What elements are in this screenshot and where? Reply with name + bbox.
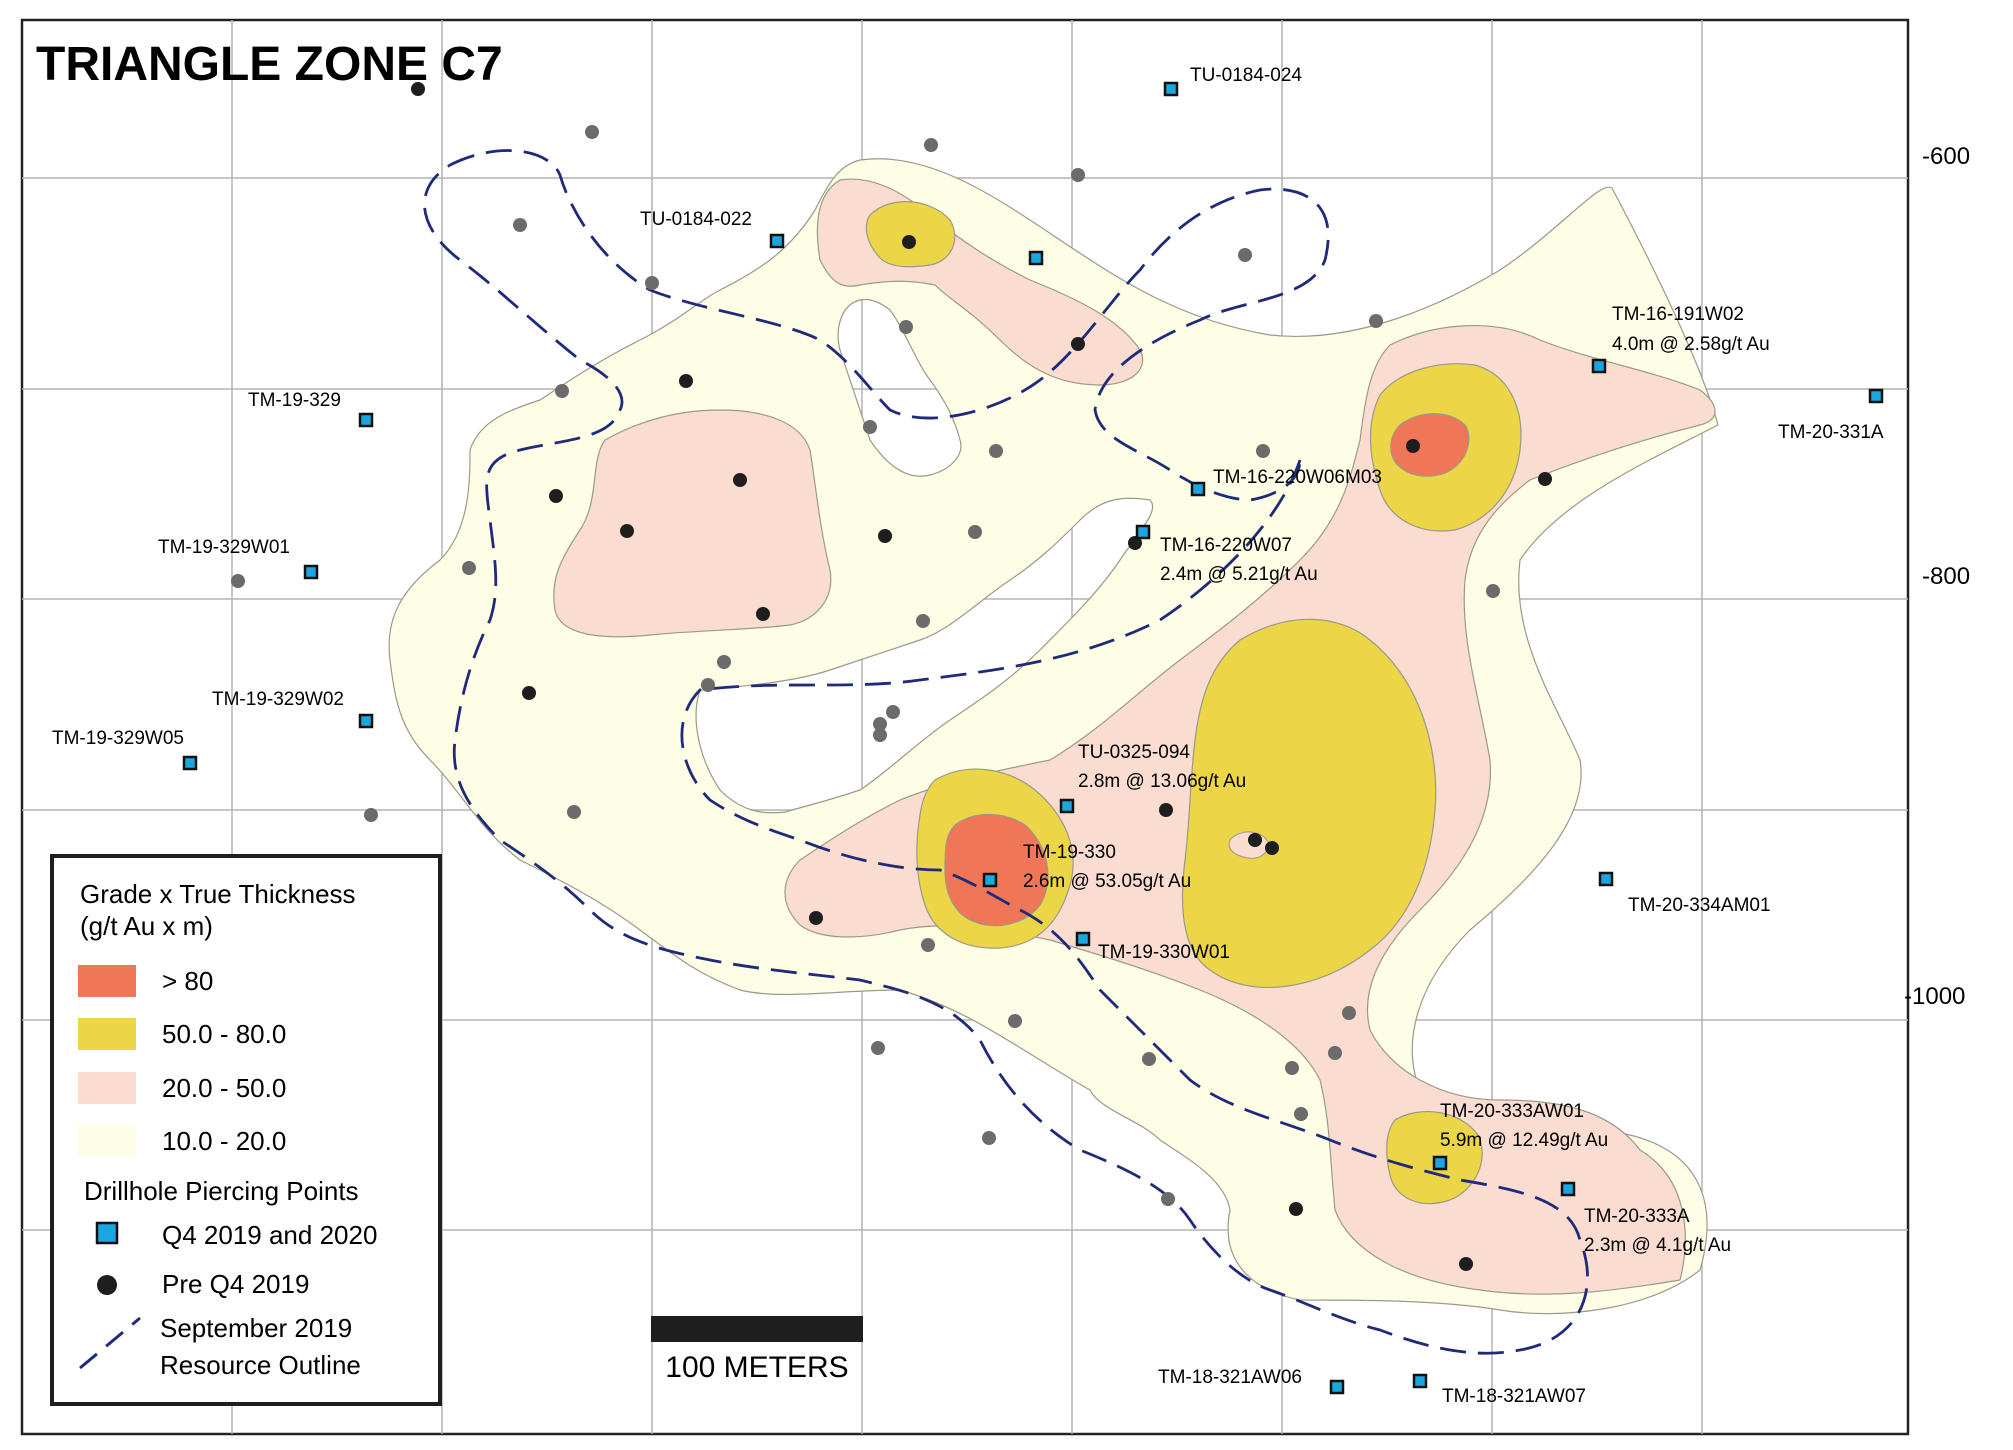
legend-label-10-20: 10.0 - 20.0 bbox=[162, 1126, 286, 1156]
result-tm-19-330: 2.6m @ 53.05g/t Au bbox=[1023, 871, 1191, 892]
label-tm-19-329w05: TM-19-329W05 bbox=[52, 728, 184, 749]
result-tm-16-220w07: 2.4m @ 5.21g/t Au bbox=[1160, 564, 1318, 585]
label-tm-16-220w06m03: TM-16-220W06M03 bbox=[1213, 467, 1382, 488]
label-tm-16-191w02: TM-16-191W02 bbox=[1612, 304, 1744, 325]
map-title: TRIANGLE ZONE C7 bbox=[36, 38, 503, 91]
resource-outline bbox=[423, 149, 1589, 1355]
label-tm-19-329w02: TM-19-329W02 bbox=[212, 689, 344, 710]
legend-title-1: Grade x True Thickness bbox=[80, 879, 356, 909]
label-tm-18-321aw06: TM-18-321AW06 bbox=[1158, 1367, 1302, 1388]
legend-q4-label: Q4 2019 and 2020 bbox=[162, 1220, 377, 1250]
elevation-600: -600 bbox=[1922, 143, 1970, 170]
pre-q4-drillholes bbox=[411, 82, 1552, 1271]
label-tm-18-321aw07: TM-18-321AW07 bbox=[1442, 1386, 1586, 1407]
scale-bar: 100 METERS bbox=[651, 1316, 863, 1384]
result-tm-16-191w02: 4.0m @ 2.58g/t Au bbox=[1612, 334, 1770, 355]
label-tu-0184-024: TU-0184-024 bbox=[1190, 65, 1302, 86]
legend-outline-label-2: Resource Outline bbox=[160, 1350, 361, 1380]
label-tm-20-333aw01: TM-20-333AW01 bbox=[1440, 1101, 1584, 1122]
contour-gt-80 bbox=[944, 413, 1470, 927]
label-tm-19-329w01: TM-19-329W01 bbox=[158, 537, 290, 558]
legend-points-title: Drillhole Piercing Points bbox=[84, 1176, 359, 1206]
legend-outline-marker bbox=[79, 1316, 141, 1370]
legend-label-gt-80: > 80 bbox=[162, 966, 213, 996]
legend-title-2: (g/t Au x m) bbox=[80, 911, 213, 941]
label-tm-20-333a: TM-20-333A bbox=[1584, 1206, 1690, 1227]
label-tm-20-331a: TM-20-331A bbox=[1778, 422, 1884, 443]
legend-swatch-10-20 bbox=[78, 1125, 136, 1157]
q4-drillholes bbox=[182, 81, 1884, 1395]
drillhole-labels: TU-0184-024 TU-0184-022 TM-16-191W02 4.0… bbox=[52, 65, 1884, 1407]
result-tu-0325-094: 2.8m @ 13.06g/t Au bbox=[1078, 771, 1246, 792]
older-drillholes bbox=[231, 125, 1500, 1206]
legend: Grade x True Thickness (g/t Au x m) > 80… bbox=[50, 854, 442, 1406]
elevation-labels: -600 -800 -1000 bbox=[1904, 136, 1970, 1010]
label-tm-20-334am01: TM-20-334AM01 bbox=[1628, 895, 1771, 916]
label-tm-16-220w07: TM-16-220W07 bbox=[1160, 535, 1292, 556]
elevation-800: -800 bbox=[1922, 563, 1970, 590]
label-tm-19-329: TM-19-329 bbox=[248, 390, 341, 411]
result-tm-20-333aw01: 5.9m @ 12.49g/t Au bbox=[1440, 1130, 1608, 1151]
result-tm-20-333a: 2.3m @ 4.1g/t Au bbox=[1584, 1235, 1731, 1256]
legend-label-50-80: 50.0 - 80.0 bbox=[162, 1019, 286, 1049]
scale-bar-label: 100 METERS bbox=[665, 1351, 848, 1384]
legend-pre-marker bbox=[97, 1275, 117, 1295]
legend-swatch-20-50 bbox=[78, 1072, 136, 1104]
label-tm-19-330: TM-19-330 bbox=[1023, 842, 1116, 863]
legend-label-20-50: 20.0 - 50.0 bbox=[162, 1073, 286, 1103]
elevation-1000: -1000 bbox=[1904, 983, 1965, 1010]
label-tu-0325-094: TU-0325-094 bbox=[1078, 742, 1190, 763]
legend-outline-label-1: September 2019 bbox=[160, 1313, 352, 1343]
legend-pre-label: Pre Q4 2019 bbox=[162, 1269, 309, 1299]
legend-swatch-gt-80 bbox=[78, 965, 136, 997]
label-tu-0184-022: TU-0184-022 bbox=[640, 209, 752, 230]
label-tm-19-330w01: TM-19-330W01 bbox=[1098, 942, 1230, 963]
legend-swatch-50-80 bbox=[78, 1018, 136, 1050]
legend-q4-marker bbox=[95, 1221, 119, 1245]
